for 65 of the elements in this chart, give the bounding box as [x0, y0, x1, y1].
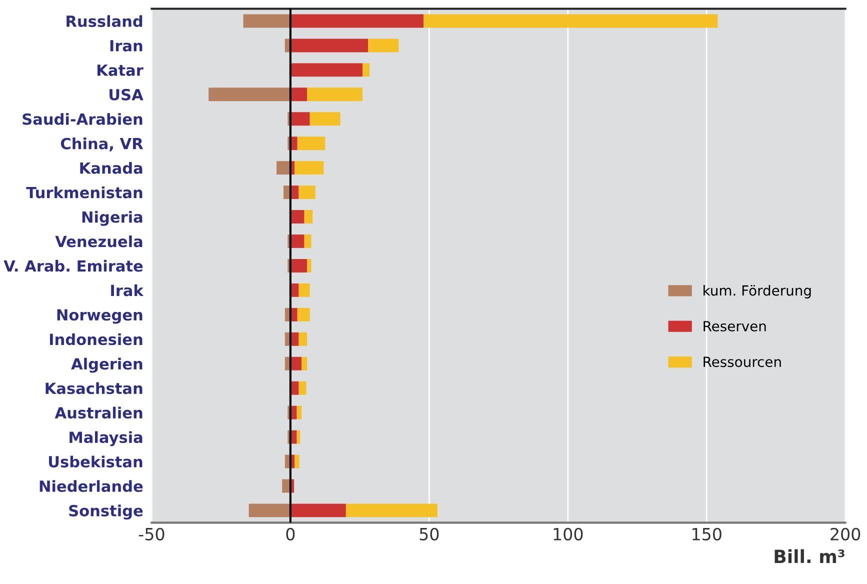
bar	[290, 112, 310, 126]
x-tick-label: 200	[830, 528, 860, 540]
y-tick-label: Saudi-Arabien	[22, 113, 142, 125]
bar	[248, 504, 290, 518]
y-tick-label: Venezuela	[55, 235, 142, 248]
y-tick-label: Turkmenistan	[26, 186, 142, 198]
bar	[243, 14, 290, 28]
x-tick-label: 50	[420, 528, 439, 540]
legend-label: Ressourcen	[704, 356, 781, 368]
x-tick-label: 100	[554, 528, 583, 540]
y-tick-label: China, VR	[60, 138, 144, 152]
y-tick-label: Algerien	[71, 358, 142, 373]
bar	[296, 430, 300, 444]
bar	[304, 234, 312, 248]
bar	[290, 63, 363, 77]
y-tick-label: Usbekistan	[49, 456, 142, 468]
y-tick-label: Australien	[54, 406, 142, 419]
bar	[310, 112, 340, 126]
bar	[294, 161, 324, 175]
bar	[298, 186, 316, 200]
bar	[307, 258, 312, 272]
bar	[208, 88, 290, 102]
bar	[304, 210, 313, 224]
y-tick-label: Nigeria	[82, 210, 142, 226]
y-tick-label: Malaysia	[70, 431, 142, 446]
y-tick-label: Iran	[110, 40, 142, 52]
x-tick-label: 150	[692, 528, 722, 540]
y-tick-label: V. Arab. Emirate	[4, 260, 143, 272]
bar	[302, 356, 308, 370]
y-tick-label: Sonstige	[69, 504, 143, 520]
bar	[294, 454, 300, 468]
bar	[290, 38, 368, 52]
bar	[362, 63, 370, 77]
y-tick-label: Indonesien	[50, 333, 142, 346]
legend-label: kum. Förderung	[704, 285, 811, 298]
y-tick-label: Niederlande	[40, 480, 143, 492]
bar	[298, 381, 306, 395]
y-tick-label: Norwegen	[57, 309, 142, 324]
bar	[307, 88, 363, 102]
bar	[290, 258, 308, 272]
x-tick-label: 0	[286, 528, 295, 540]
y-tick-label: Irak	[111, 284, 144, 296]
bar	[290, 88, 308, 102]
bar	[346, 504, 438, 518]
y-tick-label: Russland	[66, 15, 142, 28]
y-tick-label: Kasachstan	[46, 382, 142, 394]
y-tick-label: Kanada	[80, 162, 142, 174]
bar	[290, 504, 346, 518]
legend-label: Reserven	[704, 321, 766, 332]
y-tick-label: Katar	[98, 64, 144, 76]
bar	[290, 356, 302, 370]
x-tick-label: -50	[138, 528, 164, 540]
bar	[298, 283, 310, 297]
bar	[297, 308, 310, 322]
bar	[368, 38, 399, 52]
bar	[296, 406, 302, 420]
bar	[298, 332, 308, 346]
y-tick-label: USA	[110, 88, 144, 100]
bar	[424, 14, 718, 28]
bar	[297, 136, 326, 150]
bar	[290, 234, 304, 248]
x-axis-title: Bill. m³	[774, 549, 844, 563]
bar	[290, 210, 304, 224]
bar	[276, 161, 290, 175]
bar	[290, 14, 424, 28]
